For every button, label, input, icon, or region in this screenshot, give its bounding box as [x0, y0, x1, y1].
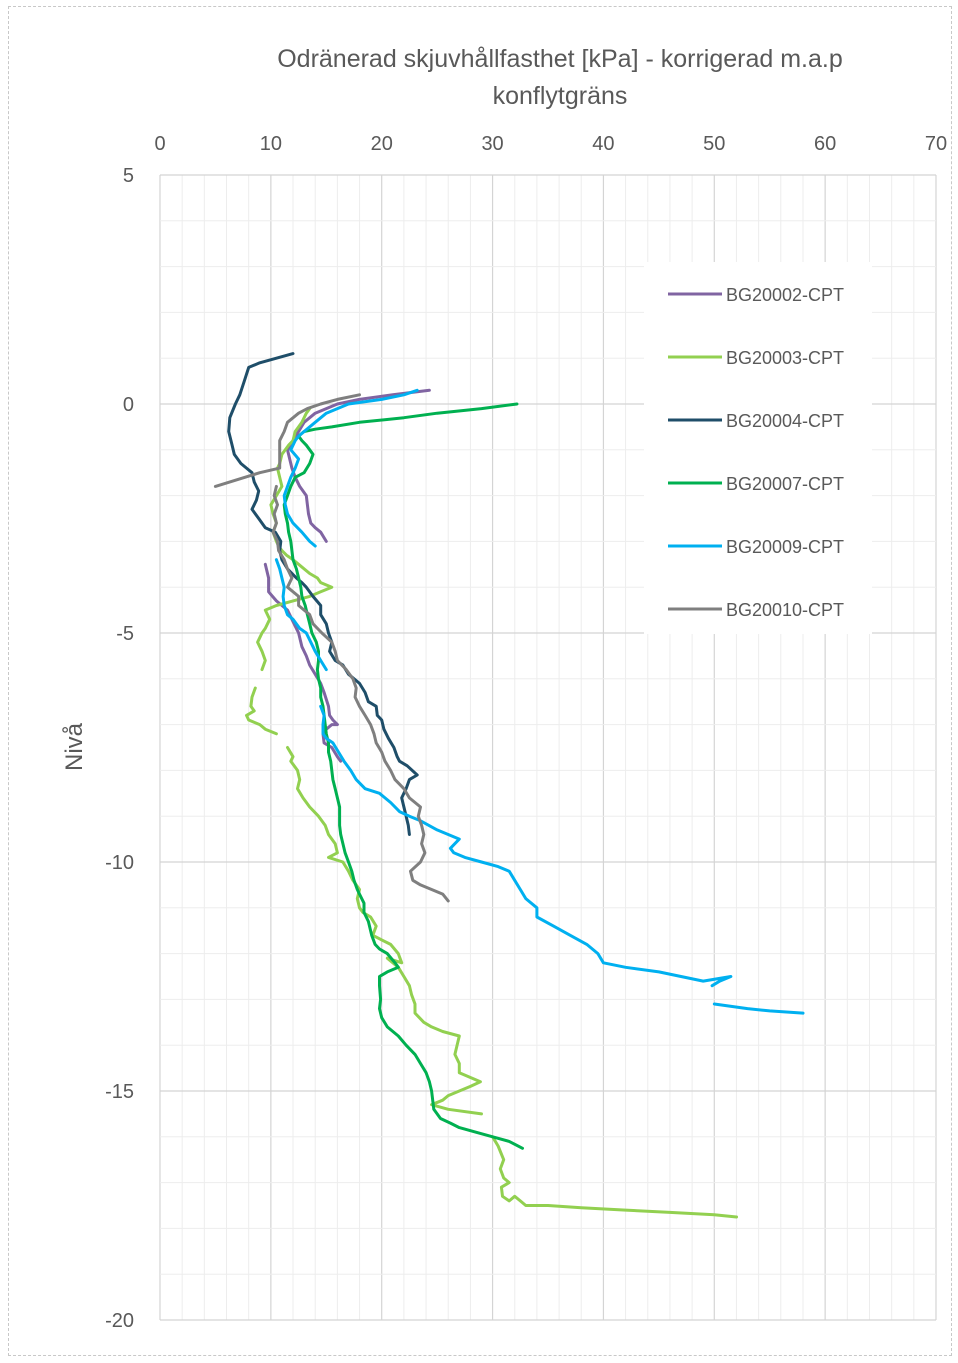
series-line-bg20007-cpt [282, 402, 524, 1150]
y-tick-label: 0 [123, 394, 134, 416]
legend-box [644, 262, 872, 634]
series-line-bg20003-cpt [245, 686, 278, 736]
legend-label-bg20004-cpt: BG20004-CPT [726, 411, 844, 431]
x-tick-label: 20 [371, 133, 393, 155]
x-tick-label: 10 [260, 133, 282, 155]
series-line-bg20003-cpt [286, 746, 483, 1116]
y-tick-label: -10 [105, 852, 134, 874]
legend-label-bg20009-cpt: BG20009-CPT [726, 537, 844, 557]
series-line-bg20003-cpt [491, 1135, 738, 1219]
legend-label-bg20010-cpt: BG20010-CPT [726, 600, 844, 620]
series-line-bg20010-cpt [213, 393, 361, 488]
series-line-bg20009-cpt [319, 704, 733, 988]
legend-label-bg20003-cpt: BG20003-CPT [726, 348, 844, 368]
y-tick-label: -15 [105, 1081, 134, 1103]
series-line-bg20002-cpt [286, 388, 431, 543]
x-tick-label: 40 [592, 133, 614, 155]
chart-title-line-2: konflytgräns [493, 82, 628, 110]
y-tick-labels: 5 0 -5 -10 -15 -20 [105, 165, 134, 1332]
series-line-bg20003-cpt [256, 407, 334, 672]
x-tick-label: 0 [154, 133, 165, 155]
y-tick-label: -20 [105, 1310, 134, 1332]
y-axis-title: Nivå [61, 722, 88, 771]
legend-label-bg20007-cpt: BG20007-CPT [726, 474, 844, 494]
chart-frame [8, 6, 952, 1356]
x-tick-labels: 0 10 20 30 40 50 60 70 [154, 133, 947, 155]
series-line-bg20009-cpt [712, 1002, 805, 1015]
series-line-bg20009-cpt [274, 558, 328, 672]
series-line-bg20004-cpt [227, 352, 419, 836]
x-tick-label: 60 [814, 133, 836, 155]
chart-title-line-1: Odränerad skjuvhållfasthet [kPa] - korri… [277, 45, 843, 73]
series-line-bg20009-cpt [282, 388, 419, 548]
y-tick-label: 5 [123, 165, 134, 187]
legend: BG20002-CPT BG20003-CPT BG20004-CPT BG20007… [644, 262, 872, 634]
y-tick-label: -5 [116, 623, 134, 645]
x-tick-label: 30 [481, 133, 503, 155]
x-tick-label: 50 [703, 133, 725, 155]
series-line-bg20010-cpt [271, 484, 450, 903]
legend-label-bg20002-cpt: BG20002-CPT [726, 285, 844, 305]
series-lines [213, 352, 805, 1219]
x-tick-label: 70 [925, 133, 947, 155]
